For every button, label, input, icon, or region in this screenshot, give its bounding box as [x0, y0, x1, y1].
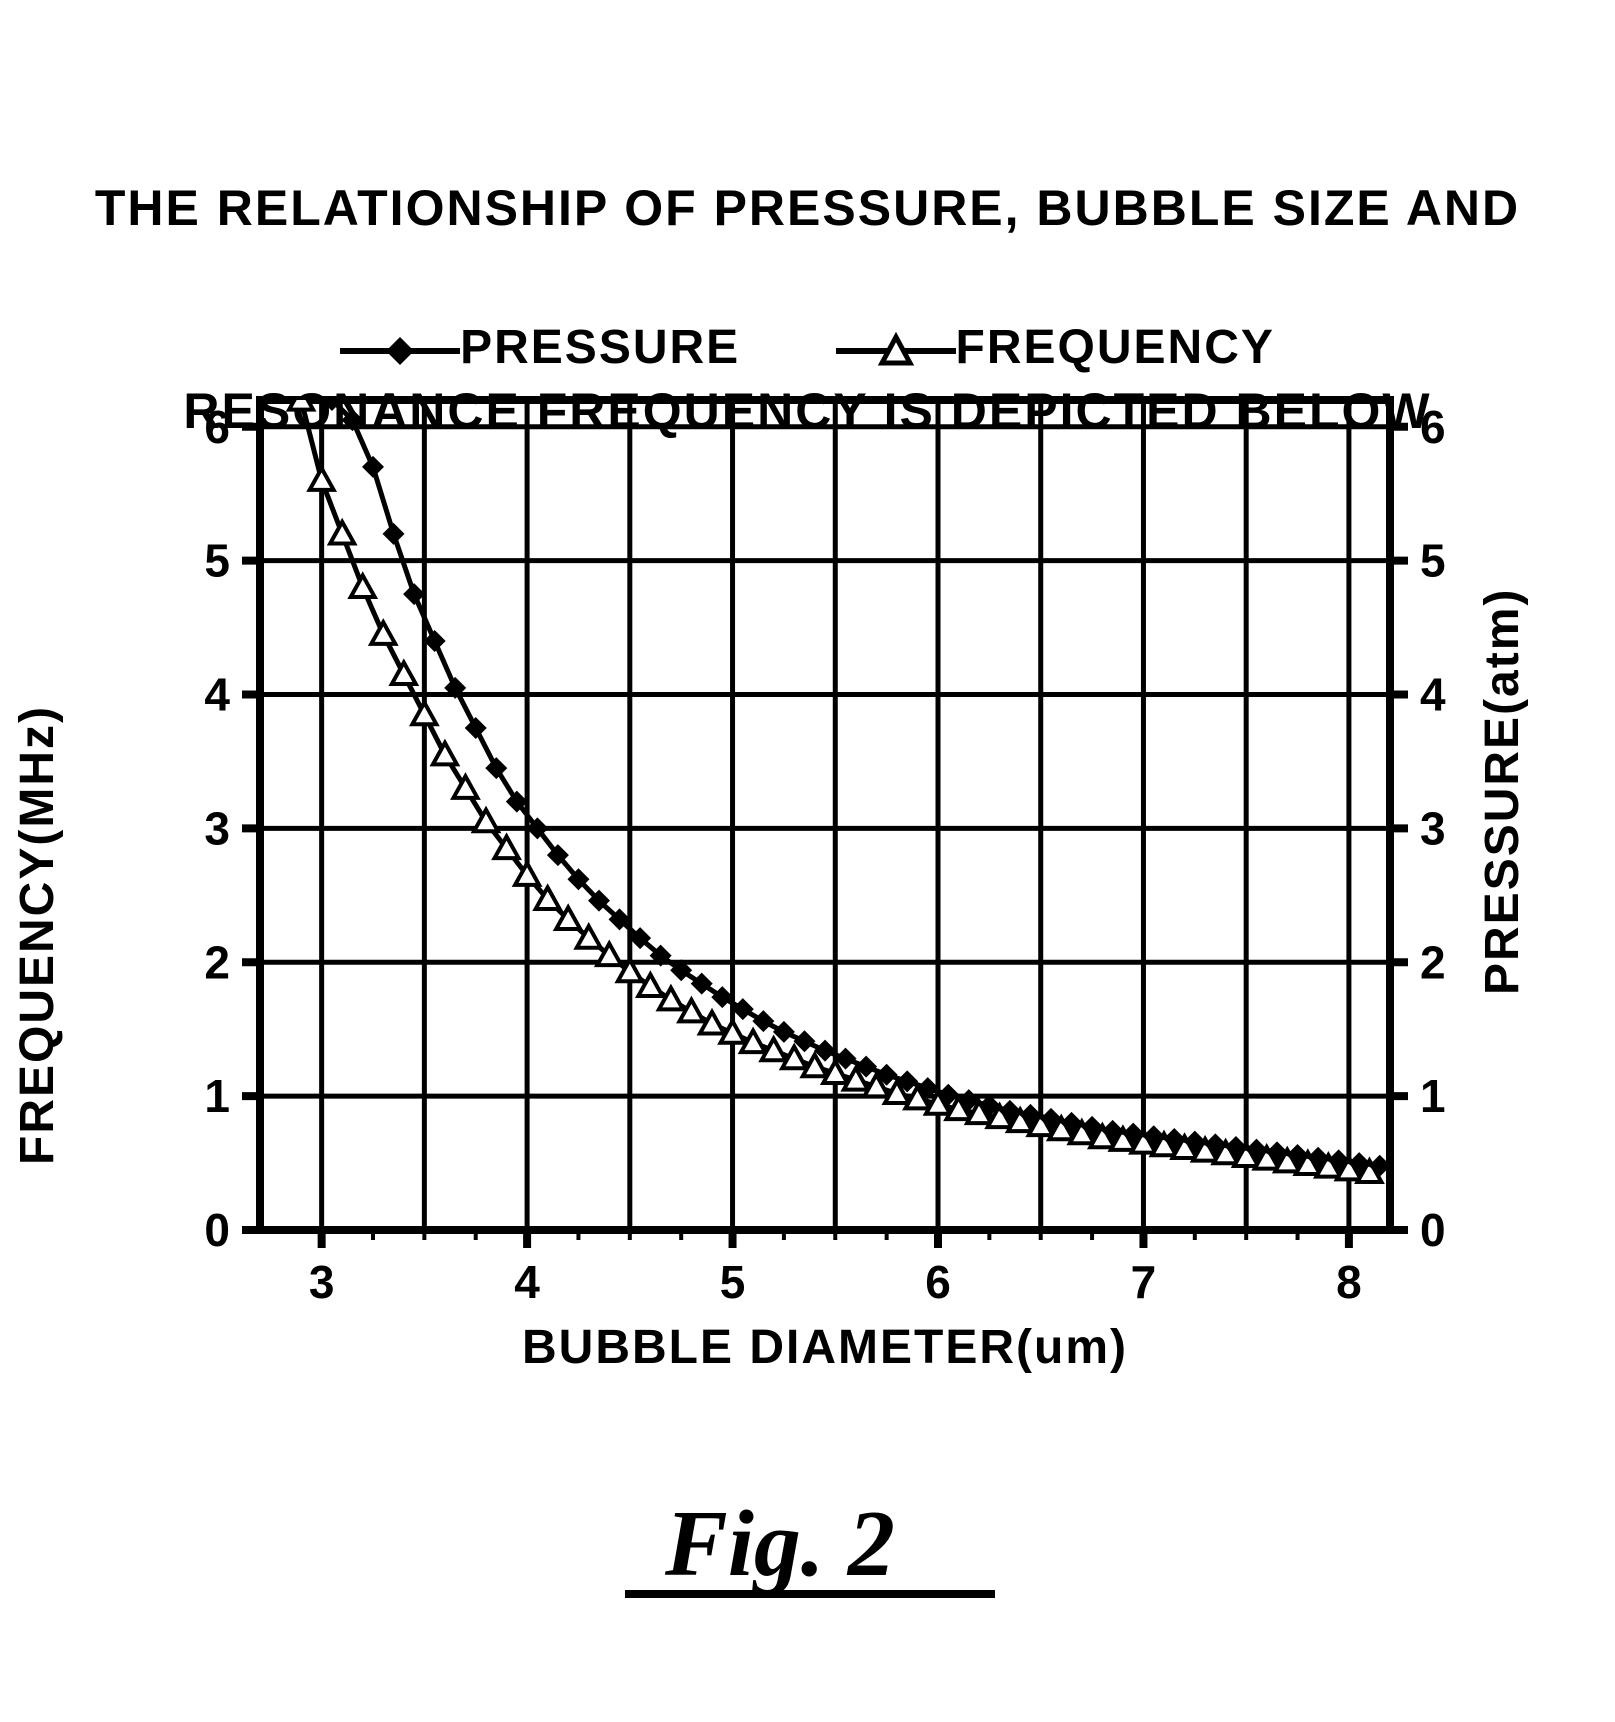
y-right-tick-label: 1	[1420, 1070, 1446, 1122]
x-tick-label: 8	[1336, 1256, 1362, 1308]
y-left-tick-label: 3	[204, 802, 230, 854]
plot-area: 3 4 5 6 7 8 0 1 2 3 4 5 6 0 1 2 3 4 5 6	[160, 300, 1490, 1330]
title-line-1: THE RELATIONSHIP OF PRESSURE, BUBBLE SIZ…	[0, 175, 1615, 243]
y-left-tick-label: 6	[204, 401, 230, 453]
y-axis-left-label: RESONANCE FREQUENCY(MHz)	[0, 608, 65, 1165]
y-right-tick-label: 4	[1420, 669, 1446, 721]
y-left-tick-label: 1	[204, 1070, 230, 1122]
y-right-tick-label: 6	[1420, 401, 1446, 453]
y-right-tick-label: 0	[1420, 1204, 1446, 1256]
y-left-tick-label: 0	[204, 1204, 230, 1256]
y-left-tick-label: 4	[204, 669, 230, 721]
x-tick-label: 7	[1131, 1256, 1157, 1308]
y-left-tick-label: 2	[204, 936, 230, 988]
x-tick-label: 3	[309, 1256, 335, 1308]
figure-caption: Fig. 2	[665, 1490, 895, 1598]
y-right-tick-label: 3	[1420, 802, 1446, 854]
y-right-tick-label: 2	[1420, 936, 1446, 988]
x-tick-label: 6	[925, 1256, 951, 1308]
figure-caption-underline	[625, 1590, 995, 1598]
y-left-tick-label: 5	[204, 535, 230, 587]
figure-caption-text: Fig. 2	[665, 1492, 895, 1596]
figure-page: THE RELATIONSHIP OF PRESSURE, BUBBLE SIZ…	[0, 0, 1615, 1722]
y-right-tick-label: 5	[1420, 535, 1446, 587]
x-tick-label: 4	[514, 1256, 540, 1308]
x-tick-label: 5	[720, 1256, 746, 1308]
